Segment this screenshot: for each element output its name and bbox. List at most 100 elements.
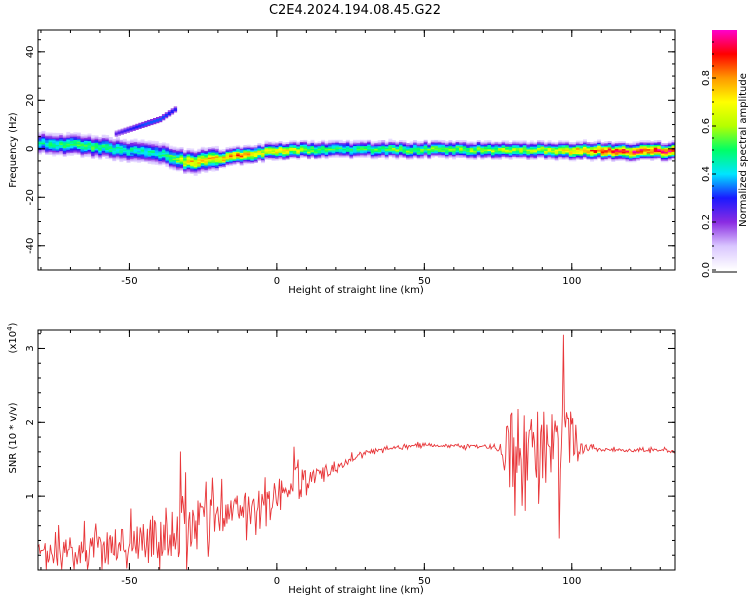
spectrogram-cell xyxy=(353,142,357,145)
spectrogram-cell xyxy=(179,153,184,156)
spectrogram-cell xyxy=(229,150,234,153)
spectrogram-cell xyxy=(575,147,580,150)
spectrogram-cell xyxy=(338,155,343,158)
spectrogram-cell xyxy=(114,133,119,136)
spectrogram-cell xyxy=(52,145,57,148)
spectrogram-cell xyxy=(69,143,74,146)
spectrogram-cell xyxy=(338,144,343,147)
spectrogram-cell xyxy=(183,171,188,174)
spectrogram-cell xyxy=(558,156,563,159)
spectrogram-cell xyxy=(278,141,283,143)
spectrogram-cell xyxy=(120,130,124,132)
spectrogram-cell xyxy=(529,152,534,154)
spectrogram-cell xyxy=(526,156,531,159)
spectrogram-cell xyxy=(395,144,400,147)
spectrogram-cell xyxy=(69,136,74,139)
spectrogram-cell xyxy=(98,147,103,150)
spectrogram-cell xyxy=(98,150,103,153)
spectrogram-cell xyxy=(547,157,552,160)
spectrogram-cell xyxy=(448,147,453,150)
spectrogram-cell xyxy=(476,156,481,159)
spectrogram-cell xyxy=(572,156,577,159)
spectrogram-cell xyxy=(190,164,195,167)
spectrogram-cell xyxy=(161,161,166,164)
spectrogram-cell xyxy=(646,148,651,151)
spectrogram-cell xyxy=(299,150,304,153)
spectrogram-cell xyxy=(650,141,655,144)
spectrogram-cell xyxy=(69,133,74,136)
spectrogram-cell xyxy=(144,120,148,123)
spectrogram-cell xyxy=(402,141,407,144)
spectrogram-cell xyxy=(59,134,64,137)
spectrogram-cell xyxy=(76,144,81,147)
spectrogram-cell xyxy=(551,154,556,157)
spectrogram-cell xyxy=(427,152,432,155)
spectrogram-cell xyxy=(197,169,202,172)
spectrogram-cell xyxy=(91,143,96,146)
spectrogram-cell xyxy=(218,162,223,165)
spectrogram-cell xyxy=(204,170,209,173)
spectrogram-cell xyxy=(183,158,188,161)
spectrogram-cell xyxy=(402,144,407,147)
spectrogram-cell xyxy=(593,142,598,145)
spectrogram-cell xyxy=(328,154,333,157)
spectrogram-cell xyxy=(165,153,170,156)
spectrogram-cell xyxy=(629,144,633,147)
spectrogram-cell xyxy=(87,136,92,139)
spectrogram-cell xyxy=(618,147,623,149)
spectrogram-cell xyxy=(625,142,630,145)
spectrogram-cell xyxy=(604,158,609,161)
spectrogram-cell xyxy=(437,141,442,144)
spectrogram-cell xyxy=(643,147,648,150)
spectrogram-cell xyxy=(296,144,301,147)
spectrogram-cell xyxy=(537,150,541,153)
spectrogram-cell xyxy=(98,153,103,156)
spectrogram-cell xyxy=(112,143,117,146)
spectrogram-cell xyxy=(374,151,379,154)
spectrogram-cell xyxy=(491,157,495,160)
spectrogram-cell xyxy=(650,159,655,161)
spectrogram-cell xyxy=(55,140,60,143)
spectrogram-cell xyxy=(416,153,421,155)
spectrogram-cell xyxy=(537,147,541,150)
spectrogram-cell xyxy=(307,157,311,160)
spectrogram-cell xyxy=(625,150,630,153)
spectrogram-cell xyxy=(91,152,96,155)
spectrogram-cell xyxy=(452,157,457,160)
spectrogram-cell xyxy=(338,148,343,151)
spectrogram-cell xyxy=(579,152,584,155)
spectrogram-cell xyxy=(98,154,103,157)
spectrogram-cell xyxy=(133,141,138,144)
spectrogram-cell xyxy=(289,144,294,147)
spectrogram-cell xyxy=(303,145,308,148)
spectrogram-cell xyxy=(639,141,644,144)
spectrogram-cell xyxy=(214,148,219,151)
spectrogram-cell xyxy=(147,143,152,146)
spectrogram-cell xyxy=(271,148,276,151)
spectrogram-cell xyxy=(200,159,205,162)
spectrogram-cell xyxy=(161,115,166,118)
spectrogram-cell xyxy=(558,141,563,144)
spectrogram-cell xyxy=(593,154,598,156)
spectrogram-cell xyxy=(91,136,96,139)
spectrogram-cell xyxy=(363,154,368,157)
spectrogram-cell xyxy=(512,140,517,143)
spectrogram-cell xyxy=(112,147,117,150)
spectrogram-cell xyxy=(278,146,283,149)
spectrogram-cell xyxy=(225,161,230,164)
spectrogram-cell xyxy=(512,156,517,159)
spectrogram-cell xyxy=(73,139,78,142)
spectrogram-cell xyxy=(621,145,626,148)
spectrogram-cell xyxy=(508,155,513,157)
spectrogram-cell xyxy=(459,141,464,144)
spectrogram-cell xyxy=(600,155,605,158)
spectrogram-frame xyxy=(37,29,676,271)
spectrogram-cell xyxy=(101,153,106,156)
spectrogram-cell xyxy=(108,137,113,139)
spectrogram-cell xyxy=(289,150,294,153)
spectrogram-cell xyxy=(384,147,389,150)
spectrogram-cell xyxy=(388,154,393,157)
spectrogram-cell xyxy=(130,151,134,154)
spectrogram-cell xyxy=(45,142,50,145)
